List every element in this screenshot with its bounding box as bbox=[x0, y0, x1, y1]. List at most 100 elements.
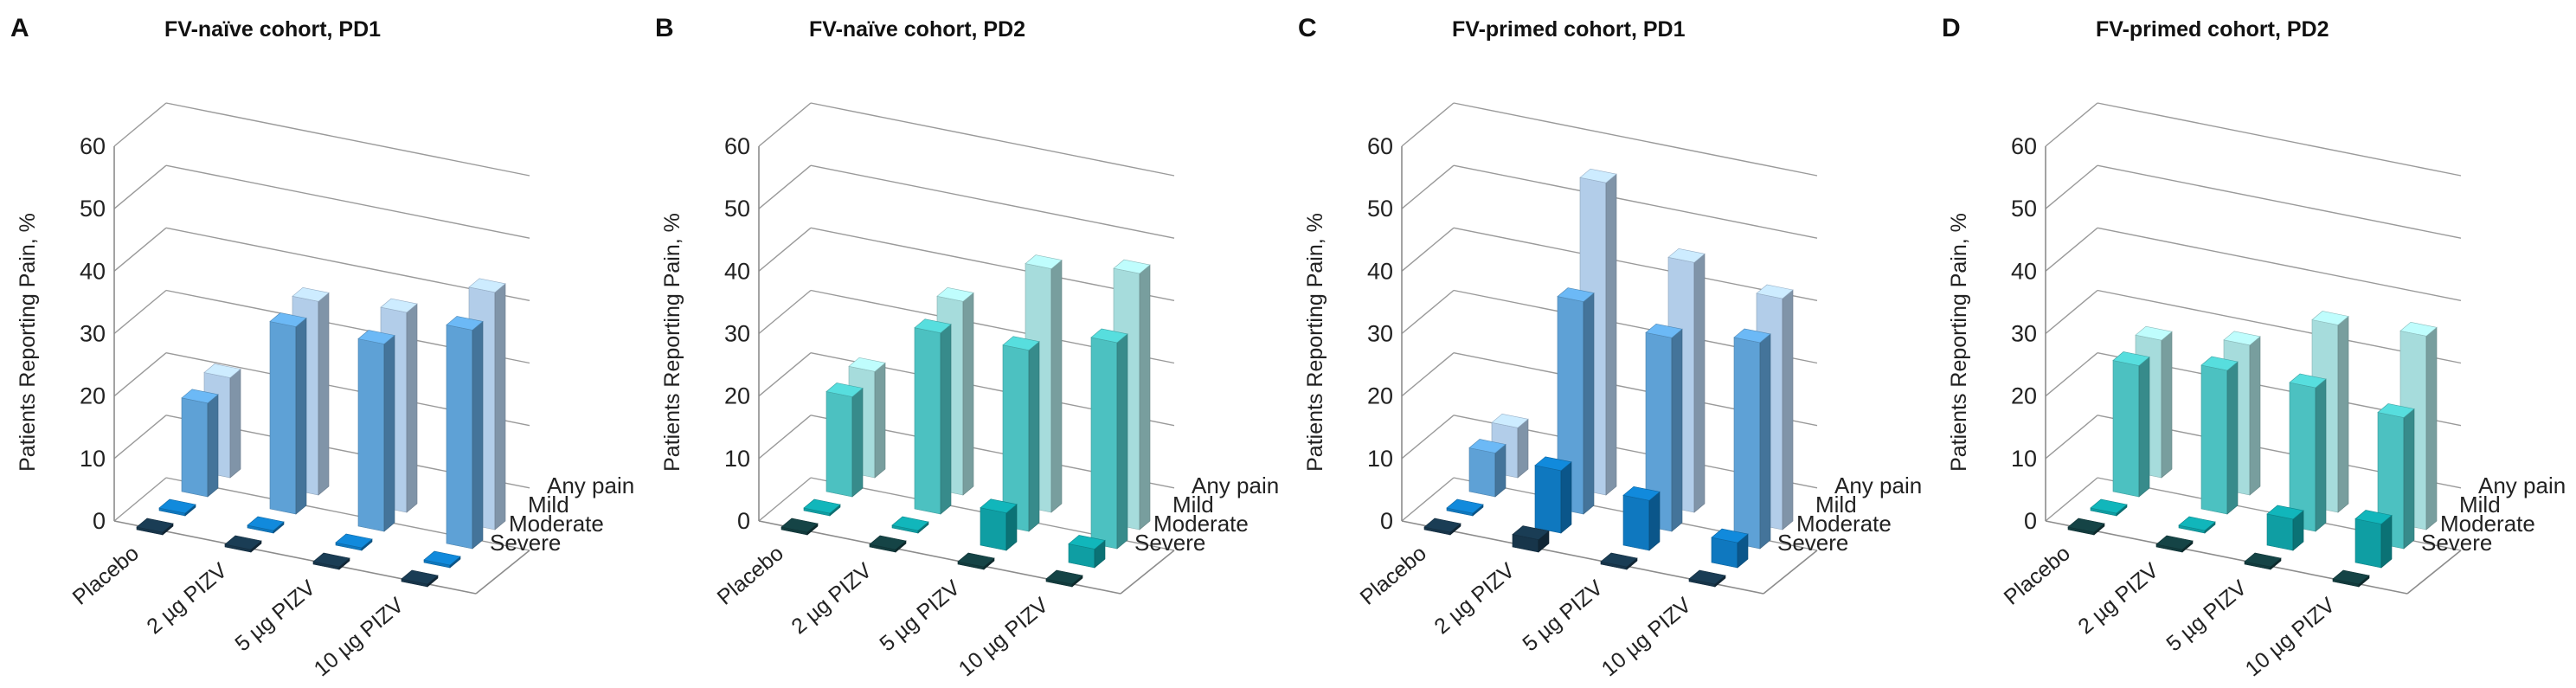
bar-front-face bbox=[1622, 494, 1650, 551]
gridline-back bbox=[1453, 227, 1818, 302]
y-tick-label: 40 bbox=[1367, 258, 1393, 284]
bar-b-moderate-1 bbox=[803, 498, 841, 517]
bar-side-face bbox=[1605, 173, 1617, 496]
y-axis-title: Patients Reporting Pain, % bbox=[16, 213, 40, 472]
bar-side-face bbox=[207, 394, 219, 498]
gridline-left bbox=[2045, 477, 2098, 522]
bar-front-face bbox=[181, 397, 209, 498]
bar-top-face bbox=[2135, 325, 2173, 341]
y-tick-label: 10 bbox=[2011, 446, 2037, 472]
category-label: 2 µg PIZV bbox=[787, 558, 877, 639]
panel-letter: C bbox=[1298, 14, 1317, 42]
bar-side-face bbox=[1116, 333, 1128, 550]
depth-label: Mild bbox=[1172, 492, 1214, 518]
bar-a-severe-2 bbox=[224, 535, 262, 553]
panel-letter: A bbox=[10, 14, 29, 42]
bar-top-face bbox=[2155, 535, 2194, 550]
category-label: 2 µg PIZV bbox=[2073, 558, 2163, 639]
bar-top-face bbox=[203, 363, 241, 378]
bar-top-face bbox=[980, 498, 1018, 514]
bar-d-moderate-1 bbox=[2090, 498, 2128, 517]
y-tick-label: 0 bbox=[2024, 508, 2037, 534]
floor-right-edge bbox=[475, 550, 530, 595]
bar-front-face bbox=[914, 327, 941, 515]
gridline-left bbox=[113, 415, 167, 460]
bar-side-face bbox=[1671, 328, 1683, 532]
bar-top-face bbox=[825, 383, 864, 397]
bar-top-face bbox=[1711, 528, 1749, 543]
bar-top-face bbox=[848, 357, 886, 372]
y-tick-label: 30 bbox=[2011, 321, 2037, 347]
y-tick-label: 0 bbox=[737, 508, 750, 534]
bar-d-moderate-4 bbox=[2354, 510, 2393, 569]
depth-label: Moderate bbox=[509, 511, 604, 537]
bar-side-face bbox=[2315, 378, 2327, 532]
panel-letter: B bbox=[655, 14, 674, 42]
bar-top-face bbox=[2090, 498, 2128, 514]
y-tick-label: 60 bbox=[724, 133, 750, 159]
bar-side-face bbox=[1560, 461, 1572, 534]
y-tick-label: 20 bbox=[724, 383, 750, 409]
depth-label: Mild bbox=[2459, 492, 2501, 518]
bar-top-face bbox=[1468, 439, 1506, 453]
gridline-left bbox=[113, 102, 167, 147]
bar-top-face bbox=[401, 569, 439, 585]
panel-letter: D bbox=[1942, 14, 1961, 42]
depth-label: Severe bbox=[1777, 530, 1848, 556]
gridline-left bbox=[2045, 415, 2098, 460]
bar-d-moderate-2 bbox=[2178, 516, 2216, 534]
bar-front-face bbox=[269, 321, 297, 515]
category-label: 10 µg PIZV bbox=[310, 593, 408, 681]
gridline-left bbox=[758, 102, 812, 147]
bar-side-face bbox=[1583, 292, 1595, 515]
bar-d-mild-1 bbox=[2112, 351, 2150, 498]
bar-c-severe-3 bbox=[1600, 552, 1638, 570]
bar-a-severe-1 bbox=[136, 518, 174, 536]
bar-front-face bbox=[1090, 337, 1118, 550]
bar-side-face bbox=[2403, 408, 2415, 550]
bar-d-mild-3 bbox=[2289, 373, 2327, 532]
bar-top-face bbox=[957, 552, 995, 568]
bar-side-face bbox=[1693, 253, 1706, 513]
bar-top-face bbox=[2399, 321, 2438, 337]
bar-b-moderate-4 bbox=[1068, 535, 1106, 569]
bar-side-face bbox=[472, 320, 484, 550]
y-tick-label: 60 bbox=[80, 133, 106, 159]
y-tick-label: 40 bbox=[2011, 258, 2037, 284]
bar-side-face bbox=[2138, 356, 2150, 498]
category-label: 5 µg PIZV bbox=[230, 575, 320, 656]
bar-c-severe-2 bbox=[1512, 525, 1550, 553]
category-label: 5 µg PIZV bbox=[2162, 575, 2252, 656]
bar-side-face bbox=[1759, 333, 1771, 550]
y-tick-label: 20 bbox=[2011, 383, 2037, 409]
y-tick-label: 30 bbox=[80, 321, 106, 347]
y-tick-label: 30 bbox=[1367, 321, 1393, 347]
bar-top-face bbox=[1622, 485, 1661, 501]
gridline-left bbox=[113, 289, 167, 335]
bar-top-face bbox=[2377, 403, 2415, 418]
bar-a-mild-1 bbox=[181, 389, 219, 498]
gridline-left bbox=[2045, 227, 2098, 272]
gridline-left bbox=[2045, 352, 2098, 397]
depth-label: Severe bbox=[1134, 530, 1205, 556]
gridline-left bbox=[758, 477, 812, 522]
bar-d-severe-4 bbox=[2332, 569, 2370, 588]
bar-a-severe-4 bbox=[401, 569, 439, 588]
bar-front-face bbox=[446, 325, 473, 550]
y-axis-title: Patients Reporting Pain, % bbox=[660, 213, 684, 472]
bar-b-severe-1 bbox=[781, 518, 819, 536]
bar-a-any-pain-1 bbox=[203, 363, 241, 479]
bar-a-mild-3 bbox=[357, 330, 395, 532]
bar-top-face bbox=[1113, 259, 1151, 274]
category-label: Placebo bbox=[2000, 541, 2075, 610]
bar-c-severe-1 bbox=[1423, 518, 1461, 536]
category-label: Placebo bbox=[68, 541, 144, 610]
bar-top-face bbox=[1512, 525, 1550, 540]
y-tick-label: 10 bbox=[724, 446, 750, 472]
gridline-left bbox=[113, 352, 167, 397]
y-tick-label: 20 bbox=[1367, 383, 1393, 409]
bar-top-face bbox=[224, 535, 262, 550]
bar-side-face bbox=[1494, 443, 1506, 498]
bar-top-face bbox=[2266, 505, 2304, 520]
